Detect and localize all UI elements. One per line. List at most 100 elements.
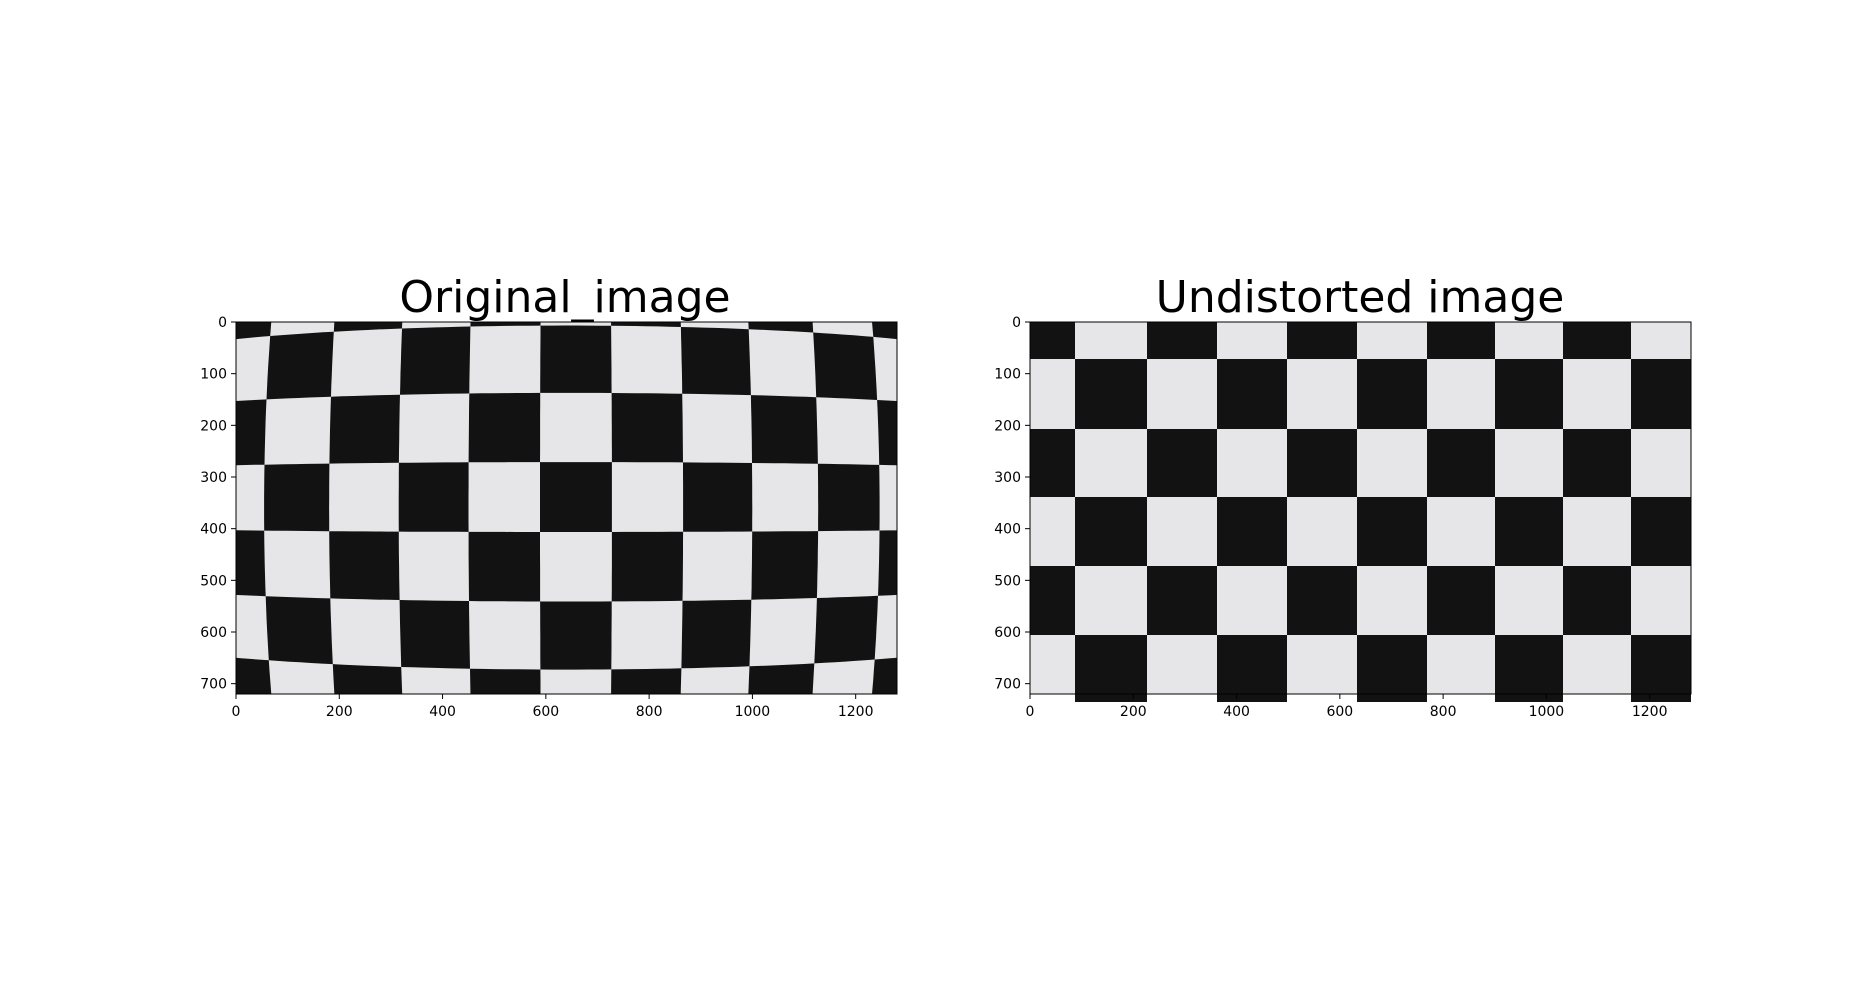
x-tick-label: 1200 (838, 704, 874, 720)
panel-title-undistorted: Undistorted image (1156, 272, 1565, 323)
x-tick-label: 600 (1326, 704, 1353, 720)
checker-square (611, 668, 682, 694)
x-tick-label: 1200 (1632, 704, 1668, 720)
checker-square (399, 600, 470, 669)
checkerboard-original-image (236, 322, 897, 788)
checker-square (681, 599, 752, 669)
checker-square (1495, 635, 1563, 702)
checker-square (611, 322, 681, 327)
checker-square (1217, 497, 1287, 566)
checker-square (1075, 497, 1147, 566)
x-tick-label: 0 (1026, 704, 1035, 720)
checker-square (265, 596, 333, 665)
x-axis-original: 0 200 400 600 800 1000 1200 (232, 694, 874, 720)
checker-square (540, 325, 612, 393)
axes-frame-undistorted (1029, 321, 1692, 695)
x-tick-label: 200 (326, 704, 353, 720)
checker-square (814, 595, 878, 664)
checker-square (872, 322, 897, 340)
y-tick-label: 100 (200, 367, 227, 383)
y-tick-label: 500 (200, 573, 227, 589)
checker-square (1631, 359, 1691, 429)
x-tick-label: 1000 (1529, 704, 1565, 720)
checker-square (817, 463, 880, 532)
checker-square (748, 322, 814, 333)
checker-square (329, 394, 400, 464)
checker-square (1427, 322, 1495, 359)
x-axis-undistorted: 0 200 400 600 800 1000 1200 (1026, 694, 1668, 720)
y-tick-label: 300 (200, 470, 227, 486)
y-tick-label: 200 (994, 418, 1021, 434)
checker-square (266, 331, 334, 400)
panel-title-original: Original_image (399, 272, 730, 323)
checker-square (1147, 429, 1217, 497)
y-axis-undistorted: 0 100 200 300 400 500 600 700 (994, 315, 1030, 693)
checker-square (1357, 497, 1427, 566)
checker-square (1287, 429, 1357, 497)
checker-square (1357, 635, 1427, 702)
checker-square (332, 664, 403, 694)
y-tick-label: 0 (218, 315, 227, 331)
axes-frame-original (235, 321, 898, 695)
y-tick-label: 700 (200, 677, 227, 693)
checker-square (1217, 359, 1287, 429)
y-tick-label: 0 (1012, 315, 1021, 331)
checker-square (1563, 566, 1631, 635)
checker-square (611, 393, 683, 463)
y-tick-label: 500 (994, 573, 1021, 589)
checker-square (236, 657, 272, 694)
checker-square (678, 730, 747, 786)
y-tick-label: 400 (994, 522, 1021, 538)
checker-square (1563, 429, 1631, 497)
checker-square (274, 722, 341, 779)
y-tick-label: 300 (994, 470, 1021, 486)
checker-square (748, 663, 815, 694)
checker-square (1030, 322, 1075, 359)
x-tick-label: 400 (429, 704, 456, 720)
y-tick-label: 400 (200, 522, 227, 538)
y-tick-label: 700 (994, 677, 1021, 693)
checker-square (1495, 497, 1563, 566)
checker-square (878, 530, 897, 596)
checker-square (1495, 359, 1563, 429)
checker-square (1427, 566, 1495, 635)
checker-square (750, 395, 818, 464)
x-tick-label: 600 (532, 704, 559, 720)
checker-square (236, 399, 267, 466)
checker-square (683, 462, 753, 532)
checker-square (1030, 566, 1075, 635)
checker-square (541, 735, 611, 788)
checker-square (400, 326, 471, 395)
checker-square (806, 721, 870, 777)
checker-square (1631, 635, 1691, 702)
y-tick-label: 100 (994, 367, 1021, 383)
panel-undistorted: Undistorted image 0 200 400 600 800 1000 1200 … (994, 272, 1692, 720)
checker-square (1217, 635, 1287, 702)
checker-square (470, 322, 541, 327)
checker-square (611, 531, 684, 602)
checker-square (333, 322, 403, 332)
checker-square (329, 531, 400, 600)
checker-square (1563, 322, 1631, 359)
checker-square (813, 332, 878, 400)
checker-square (540, 601, 612, 670)
y-tick-label: 600 (994, 625, 1021, 641)
checker-square (751, 531, 819, 600)
checker-square (1147, 566, 1217, 635)
x-tick-label: 1000 (735, 704, 771, 720)
y-tick-label: 200 (200, 418, 227, 434)
checker-square (398, 462, 469, 532)
checker-square (680, 327, 751, 396)
checker-square (872, 657, 897, 694)
x-tick-label: 200 (1120, 704, 1147, 720)
y-tick-label: 600 (200, 625, 227, 641)
checker-square (236, 530, 266, 597)
checkerboard-undistorted-image (1030, 322, 1691, 702)
checker-square (404, 731, 473, 786)
checker-square (1631, 497, 1691, 566)
checker-square (1075, 635, 1147, 702)
checker-square (877, 400, 897, 466)
checker-square (1030, 429, 1075, 497)
x-tick-label: 0 (232, 704, 241, 720)
